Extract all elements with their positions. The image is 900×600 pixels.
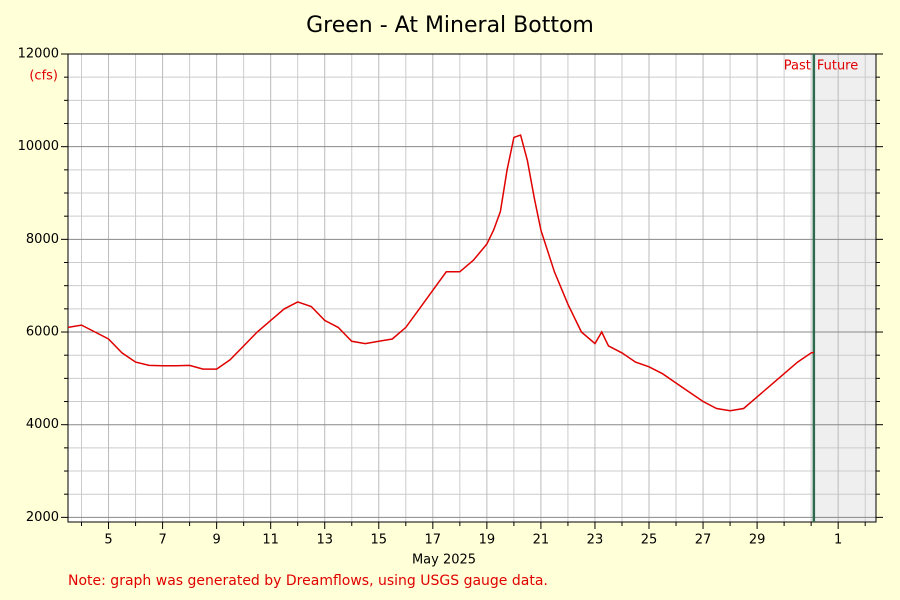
y-tick-label: 10000 (18, 139, 59, 154)
y-tick-label: 8000 (26, 232, 59, 247)
chart-title: Green - At Mineral Bottom (306, 13, 594, 38)
y-tick-label: 2000 (26, 510, 59, 525)
x-tick-label: 15 (370, 533, 387, 548)
y-tick-label: 12000 (18, 47, 59, 62)
x-tick-label: 7 (158, 533, 166, 548)
x-axis-label: May 2025 (412, 553, 476, 568)
x-tick-label: 17 (425, 533, 442, 548)
x-tick-label: 27 (695, 533, 712, 548)
x-tick-label: 1 (834, 533, 842, 548)
past-label: Past (784, 59, 811, 74)
plot-frame (67, 53, 877, 523)
x-tick-label: 29 (749, 533, 766, 548)
note: Note: graph was generated by Dreamflows,… (68, 573, 548, 589)
x-tick-label: 19 (479, 533, 496, 548)
x-tick-label: 13 (316, 533, 333, 548)
x-tick-label: 5 (104, 533, 112, 548)
x-tick-label: 11 (262, 533, 279, 548)
future-label: Future (817, 59, 858, 74)
x-tick-label: 25 (641, 533, 658, 548)
flow-line (67, 134, 814, 412)
future-area (813, 54, 876, 522)
x-tick-label: 21 (533, 533, 550, 548)
x-tick-label: 9 (212, 533, 220, 548)
y-tick-label: 4000 (26, 417, 59, 432)
x-tick-label: 23 (587, 533, 604, 548)
y-tick-label: 6000 (26, 325, 59, 340)
plot-area (68, 54, 814, 522)
y-axis-label: (cfs) (29, 69, 58, 84)
